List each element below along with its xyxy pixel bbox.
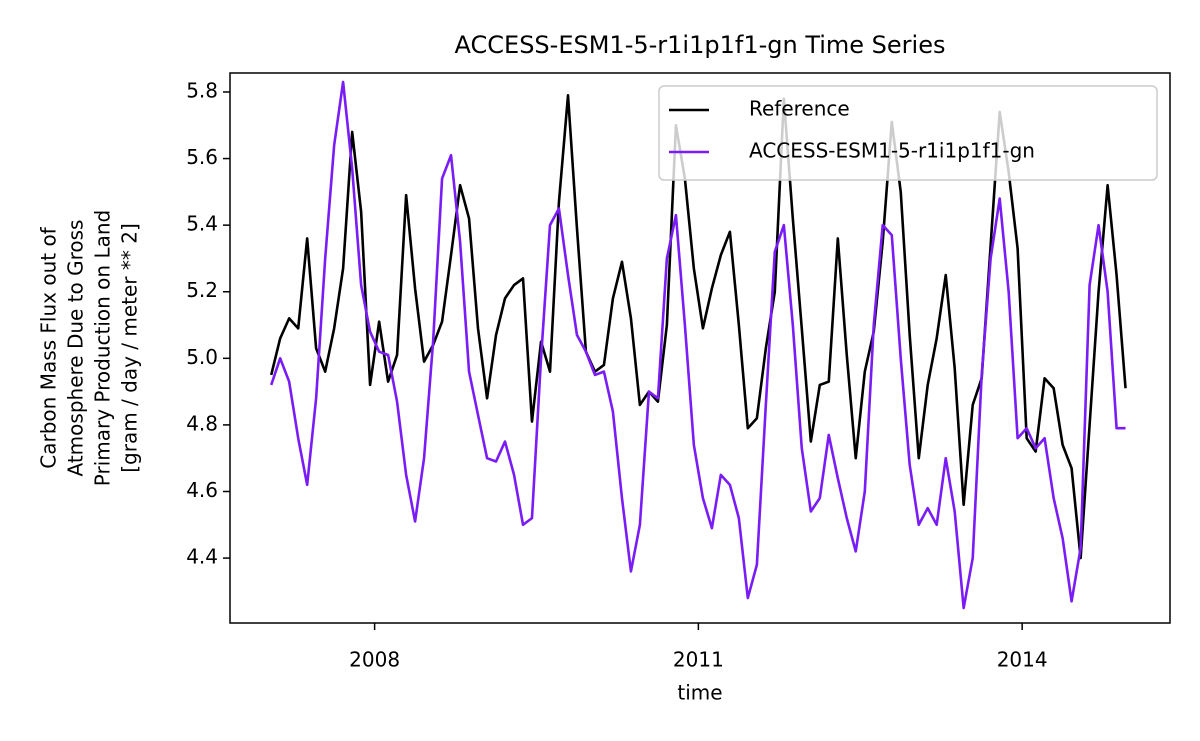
y-tick-label: 4.4 [186, 545, 218, 569]
x-tick-label: 2011 [673, 648, 724, 672]
x-tick-label: 2014 [997, 648, 1048, 672]
y-tick-label: 4.6 [186, 478, 218, 502]
y-axis-label: Carbon Mass Flux out of [37, 226, 61, 468]
y-tick-label: 5.8 [186, 78, 218, 102]
legend-label: ACCESS-ESM1-5-r1i1p1f1-gn [749, 139, 1035, 163]
plot-frame [229, 72, 1171, 624]
y-tick-label: 5.4 [186, 212, 218, 236]
chart-title: ACCESS-ESM1-5-r1i1p1f1-gn Time Series [455, 31, 946, 59]
y-axis-label: [gram / day / meter ** 2] [118, 223, 142, 473]
y-tick-label: 5.2 [186, 278, 218, 302]
legend-label: Reference [749, 97, 850, 121]
y-axis-label: Primary Production on Land [91, 210, 115, 486]
y-tick-label: 4.8 [186, 411, 218, 435]
x-axis-label: time [677, 681, 722, 705]
legend-box [658, 85, 1158, 181]
y-tick-label: 5.0 [186, 345, 218, 369]
y-tick-label: 5.6 [186, 145, 218, 169]
data-line [269, 80, 1126, 610]
y-axis-label: Atmosphere Due to Gross [64, 220, 88, 477]
x-tick-label: 2008 [349, 648, 400, 672]
